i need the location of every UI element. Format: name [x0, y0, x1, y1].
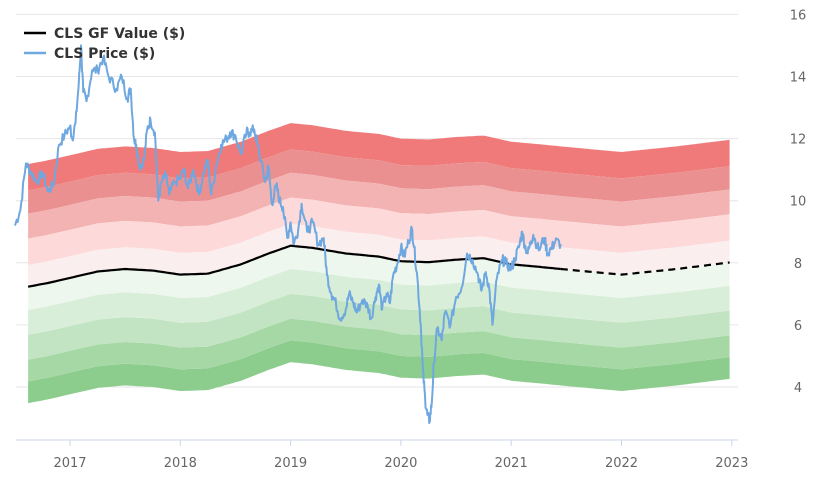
valuation-bands	[28, 123, 730, 404]
lower-band-4	[28, 318, 730, 382]
lower-band-1	[28, 245, 730, 310]
gf-value-line-projected	[560, 261, 730, 276]
x-tick-label-2021: 2021	[495, 456, 528, 471]
series-lines	[13, 44, 730, 425]
x-tick-label-2020: 2020	[384, 456, 417, 471]
upper-band-3	[28, 172, 730, 239]
y-tick-label-8: 8	[794, 257, 802, 272]
x-tick-label-2022: 2022	[605, 456, 638, 471]
x-tick-label-2019: 2019	[274, 456, 307, 471]
axes: 2017 2018 2019 2020 2021 2022 2023 4 6 8 10 12 14 16	[16, 8, 806, 471]
legend-label-1: CLS GF Value ($)	[54, 26, 185, 42]
y-tick-label-4: 4	[794, 381, 802, 396]
x-tick-label-2018: 2018	[164, 456, 197, 471]
upper-band-4	[28, 149, 730, 214]
upper-band-2	[28, 197, 730, 265]
y-tick-label-12: 12	[790, 133, 807, 148]
price-line	[13, 44, 562, 425]
upper-band-1	[28, 224, 730, 287]
gf-value-line-historical	[27, 244, 561, 288]
legend-label-2: CLS Price ($)	[54, 46, 155, 62]
lower-band-2	[28, 269, 730, 335]
y-tick-label-10: 10	[790, 195, 807, 210]
lower-band-5	[28, 340, 730, 404]
x-tick-label-2023: 2023	[715, 456, 748, 471]
y-tick-label-6: 6	[794, 319, 802, 334]
y-tick-label-14: 14	[790, 71, 807, 86]
x-tick-label-2017: 2017	[53, 456, 86, 471]
legend: CLS GF Value ($) CLS Price ($)	[24, 26, 185, 62]
y-tick-label-16: 16	[790, 8, 807, 23]
lower-band-3	[28, 293, 730, 360]
